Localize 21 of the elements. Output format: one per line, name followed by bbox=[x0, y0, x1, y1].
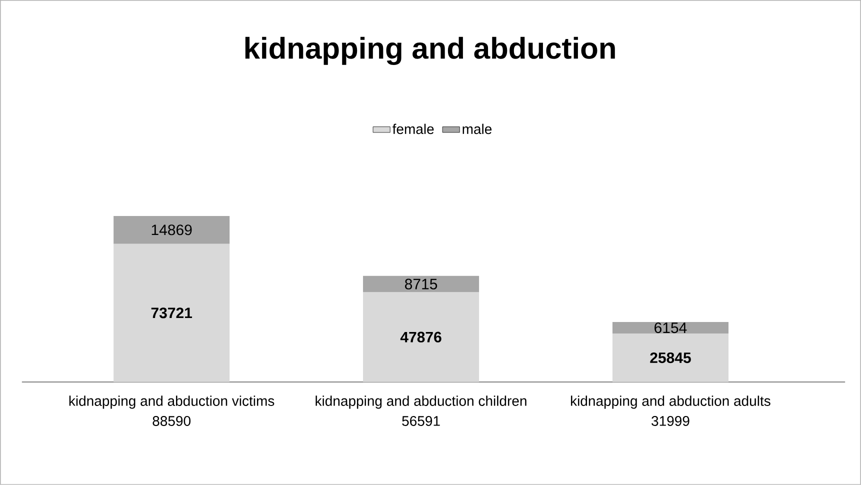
legend-label: male bbox=[462, 124, 492, 134]
bar bbox=[114, 216, 230, 244]
data-label: 25845 bbox=[650, 352, 691, 364]
bar bbox=[114, 244, 230, 382]
bar bbox=[612, 334, 728, 382]
x-tick-label: kidnapping and abduction victims bbox=[69, 396, 274, 409]
data-label: 6154 bbox=[654, 322, 687, 334]
data-label: 8715 bbox=[405, 278, 438, 290]
data-label: 14869 bbox=[152, 224, 192, 236]
data-label: 47876 bbox=[400, 332, 442, 342]
data-label: 73721 bbox=[151, 308, 192, 318]
x-tick-label: kidnapping and abduction adults bbox=[570, 396, 770, 409]
bar bbox=[612, 322, 728, 334]
total-label: 88590 bbox=[152, 416, 191, 426]
legend-label: female bbox=[392, 124, 434, 134]
x-tick-label: kidnapping and abduction children bbox=[316, 396, 526, 409]
total-label: 56591 bbox=[402, 416, 440, 426]
total-label: 31999 bbox=[652, 416, 690, 426]
chart-title: kidnapping and abduction bbox=[245, 36, 615, 65]
bar bbox=[363, 276, 480, 292]
bar bbox=[363, 292, 480, 382]
